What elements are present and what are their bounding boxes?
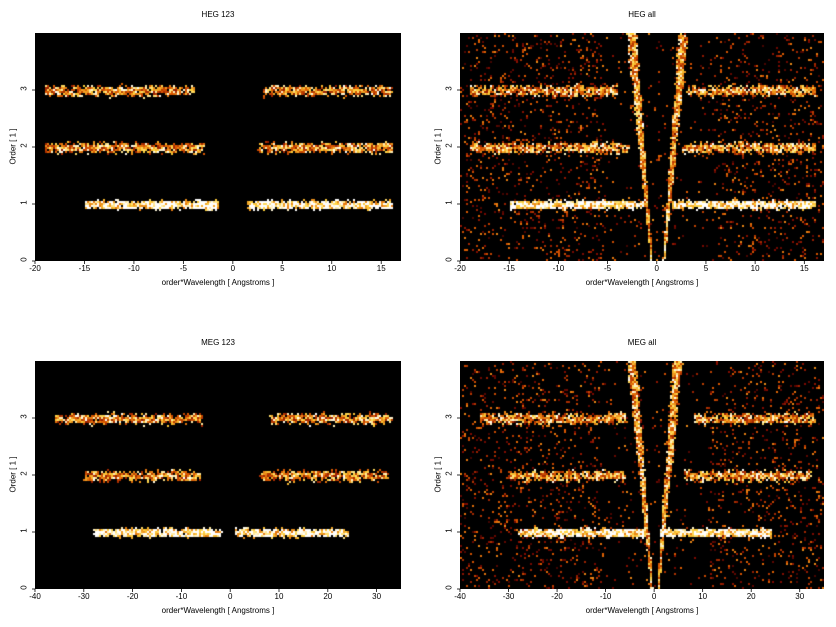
y-tick-label: 0 (19, 585, 29, 590)
x-tick-label: -5 (604, 264, 612, 273)
x-tick-label: 15 (799, 264, 809, 273)
x-tick-label: 0 (654, 264, 659, 273)
x-tick-label: 30 (372, 592, 382, 601)
x-tick-label: -30 (78, 592, 90, 601)
x-axis-label: order*Wavelength [ Angstroms ] (585, 606, 699, 615)
x-tick-label: 0 (230, 264, 236, 273)
y-axis-label: Order [ 1 ] (433, 456, 443, 493)
x-tick-label: -10 (599, 592, 612, 601)
x-tick-label: 10 (274, 592, 284, 601)
heatmap-plot-area (460, 361, 824, 589)
x-tick-label: -15 (78, 264, 91, 273)
y-tick-label: 1 (444, 528, 454, 533)
x-axis-label: order*Wavelength [ Angstroms ] (161, 278, 275, 287)
heatmap-canvas (35, 361, 401, 589)
y-tick-label: 0 (444, 257, 454, 262)
heatmap-plot-area (35, 33, 401, 261)
x-tick-label: -40 (454, 592, 466, 601)
y-tick-label: 3 (444, 414, 454, 419)
x-tick-label: 20 (746, 592, 756, 601)
x-tick-label: 30 (795, 592, 805, 601)
y-tick-label: 2 (19, 143, 29, 148)
x-tick-label: 5 (280, 264, 285, 273)
x-tick-label: -20 (454, 264, 466, 273)
y-tick-label: 2 (444, 471, 454, 476)
x-axis-label: order*Wavelength [ Angstroms ] (161, 606, 275, 615)
chart-title: HEG all (628, 10, 656, 19)
chart-title: HEG 123 (201, 10, 235, 19)
x-tick-label: -30 (502, 592, 515, 601)
y-tick-label: 1 (444, 200, 454, 205)
y-axis-label: Order [ 1 ] (8, 456, 18, 493)
y-tick-label: 3 (19, 414, 29, 419)
x-tick-label: -20 (126, 592, 139, 601)
chart-title: MEG 123 (201, 338, 235, 347)
x-tick-label: -10 (552, 264, 565, 273)
heatmap-canvas (460, 33, 824, 261)
x-tick-label: 15 (376, 264, 386, 273)
y-tick-label: 0 (19, 257, 29, 262)
y-axis-label: Order [ 1 ] (8, 128, 18, 165)
x-tick-label: -10 (175, 592, 188, 601)
x-tick-label: -5 (179, 264, 187, 273)
y-tick-label: 2 (444, 143, 454, 148)
heatmap-canvas (460, 361, 824, 589)
heatmap-canvas (35, 33, 401, 261)
x-tick-label: 10 (750, 264, 760, 273)
x-tick-label: 5 (703, 264, 709, 273)
heatmap-plot-area (460, 33, 824, 261)
x-tick-label: -10 (128, 264, 140, 273)
x-tick-label: -40 (29, 592, 41, 601)
y-tick-label: 3 (444, 86, 454, 91)
x-tick-label: 10 (327, 264, 337, 273)
chart-title: MEG all (627, 338, 657, 347)
y-tick-label: 0 (444, 585, 454, 590)
x-axis-label: order*Wavelength [ Angstroms ] (585, 278, 699, 287)
y-tick-label: 2 (19, 471, 29, 476)
y-tick-label: 1 (19, 200, 29, 205)
x-tick-label: -20 (29, 264, 41, 273)
x-tick-label: -15 (503, 264, 515, 273)
heatmap-plot-area (35, 361, 401, 589)
x-tick-label: 10 (698, 592, 708, 601)
x-tick-label: 20 (323, 592, 333, 601)
y-axis-label: Order [ 1 ] (433, 128, 443, 165)
x-tick-label: -20 (551, 592, 563, 601)
y-tick-label: 3 (19, 86, 29, 91)
x-tick-label: 0 (227, 592, 233, 601)
y-tick-label: 1 (19, 528, 29, 533)
x-tick-label: 0 (651, 592, 657, 601)
